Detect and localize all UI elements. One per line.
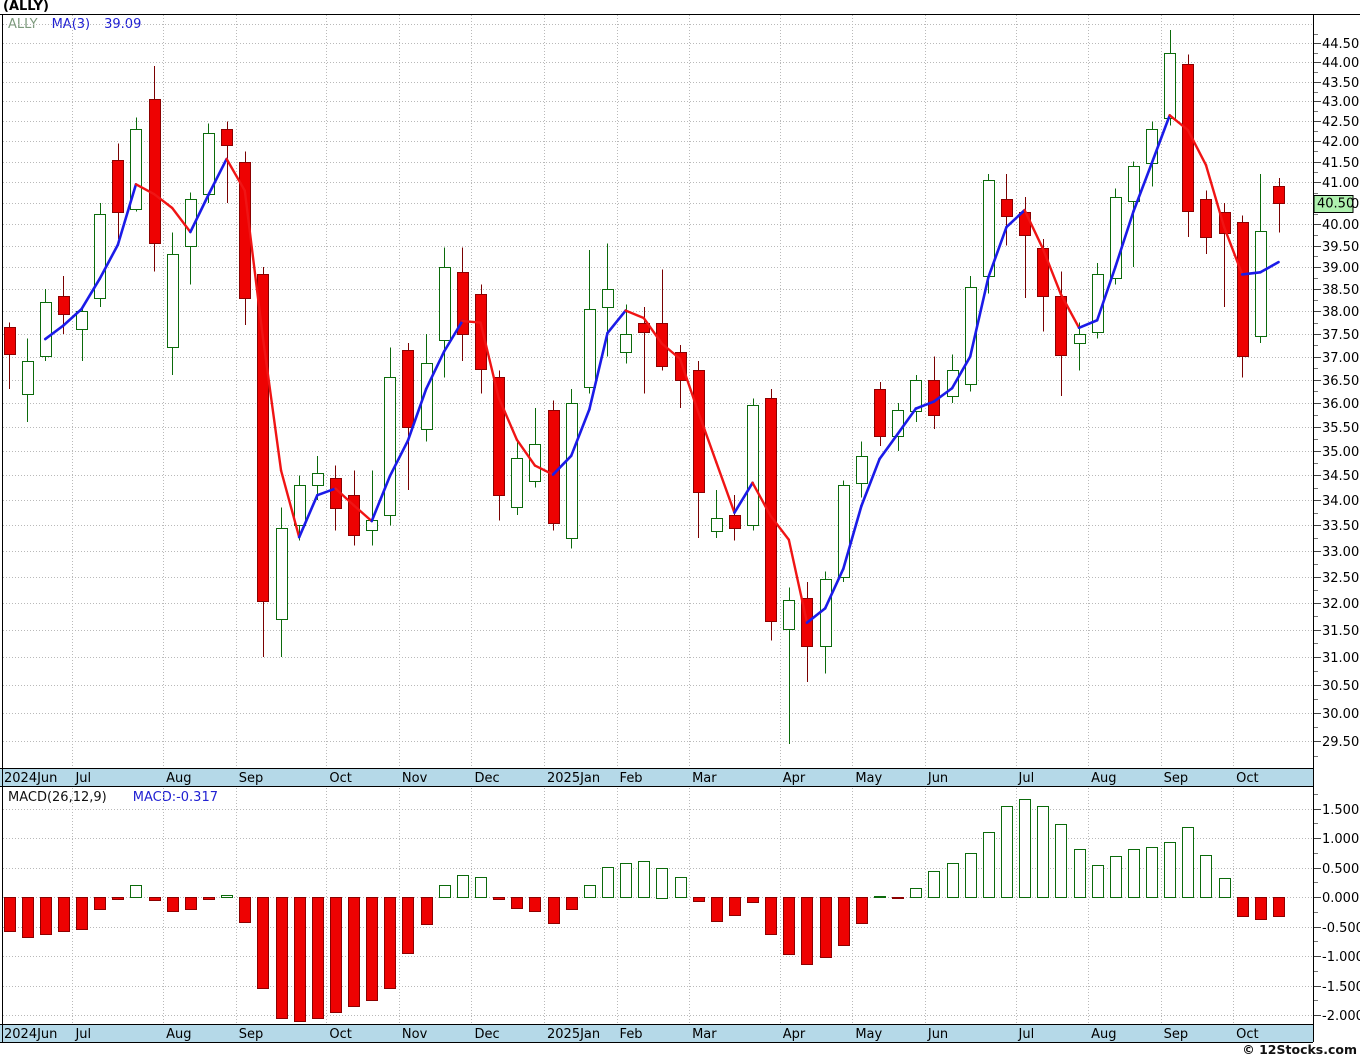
svg-text:30.00: 30.00 <box>1322 707 1359 722</box>
svg-text:Sep: Sep <box>239 771 264 786</box>
last-price-badge: 40.50 <box>1317 197 1354 212</box>
svg-text:Oct: Oct <box>1236 1027 1258 1042</box>
svg-text:31.50: 31.50 <box>1322 624 1359 639</box>
svg-text:33.50: 33.50 <box>1322 519 1359 534</box>
page-title: (ALLY) <box>3 0 49 14</box>
svg-text:38.00: 38.00 <box>1322 305 1359 320</box>
svg-text:37.00: 37.00 <box>1322 351 1359 366</box>
svg-text:Apr: Apr <box>783 771 806 786</box>
svg-text:Dec: Dec <box>474 1027 499 1042</box>
svg-text:Feb: Feb <box>620 1027 643 1042</box>
svg-text:31.00: 31.00 <box>1322 651 1359 666</box>
svg-text:Aug: Aug <box>1091 771 1116 786</box>
svg-text:2024Jun: 2024Jun <box>4 771 57 786</box>
svg-text:33.00: 33.00 <box>1322 545 1359 560</box>
svg-text:44.00: 44.00 <box>1322 56 1359 71</box>
svg-text:Mar: Mar <box>692 771 717 786</box>
svg-text:Jul: Jul <box>1018 771 1035 786</box>
svg-text:Oct: Oct <box>329 771 351 786</box>
svg-text:Aug: Aug <box>166 771 191 786</box>
svg-text:Sep: Sep <box>1164 771 1189 786</box>
svg-text:41.00: 41.00 <box>1322 176 1359 191</box>
svg-text:Oct: Oct <box>329 1027 351 1042</box>
svg-text:Jul: Jul <box>1018 1027 1035 1042</box>
legend-ma-label: MA(3) <box>51 17 91 32</box>
svg-text:1.500: 1.500 <box>1322 803 1359 818</box>
svg-text:Oct: Oct <box>1236 771 1258 786</box>
svg-text:32.50: 32.50 <box>1322 571 1359 586</box>
svg-text:42.50: 42.50 <box>1322 115 1359 130</box>
svg-text:2024Jun: 2024Jun <box>4 1027 57 1042</box>
svg-text:2025Jan: 2025Jan <box>547 771 600 786</box>
svg-text:2025Jan: 2025Jan <box>547 1027 600 1042</box>
svg-text:Feb: Feb <box>620 771 643 786</box>
svg-text:0.000: 0.000 <box>1322 891 1359 906</box>
svg-text:Jun: Jun <box>927 771 948 786</box>
svg-text:Sep: Sep <box>239 1027 264 1042</box>
svg-text:Jul: Jul <box>74 1027 91 1042</box>
svg-text:Aug: Aug <box>1091 1027 1116 1042</box>
svg-text:39.50: 39.50 <box>1322 240 1359 255</box>
svg-text:36.50: 36.50 <box>1322 374 1359 389</box>
svg-text:36.00: 36.00 <box>1322 397 1359 412</box>
svg-text:Apr: Apr <box>783 1027 806 1042</box>
svg-text:30.50: 30.50 <box>1322 679 1359 694</box>
svg-text:Dec: Dec <box>474 771 499 786</box>
svg-text:29.50: 29.50 <box>1322 735 1359 750</box>
svg-text:35.50: 35.50 <box>1322 421 1359 436</box>
svg-text:-2.000: -2.000 <box>1322 1009 1360 1024</box>
svg-text:43.00: 43.00 <box>1322 95 1359 110</box>
main-chart-legend: ALLY MA(3) 39.09 <box>8 17 141 32</box>
svg-text:42.00: 42.00 <box>1322 135 1359 150</box>
svg-text:35.00: 35.00 <box>1322 445 1359 460</box>
macd-params-label: MACD(26,12,9) <box>8 790 107 805</box>
svg-text:May: May <box>855 1027 882 1042</box>
svg-text:40.00: 40.00 <box>1322 218 1359 233</box>
legend-ma-value: 39.09 <box>104 17 142 32</box>
svg-text:Nov: Nov <box>402 771 428 786</box>
svg-text:41.50: 41.50 <box>1322 156 1359 171</box>
svg-text:34.00: 34.00 <box>1322 494 1359 509</box>
svg-text:0.500: 0.500 <box>1322 862 1359 877</box>
svg-text:May: May <box>855 771 882 786</box>
svg-text:44.50: 44.50 <box>1322 37 1359 52</box>
macd-value-label: MACD:-0.317 <box>132 790 218 805</box>
svg-text:Nov: Nov <box>402 1027 428 1042</box>
copyright-text: © 12Stocks.com <box>1242 1042 1357 1056</box>
svg-text:Jun: Jun <box>927 1027 948 1042</box>
svg-text:-0.500: -0.500 <box>1322 921 1360 936</box>
svg-text:Sep: Sep <box>1164 1027 1189 1042</box>
svg-text:37.50: 37.50 <box>1322 328 1359 343</box>
svg-text:Jul: Jul <box>74 771 91 786</box>
svg-text:Aug: Aug <box>166 1027 191 1042</box>
svg-text:38.50: 38.50 <box>1322 283 1359 298</box>
svg-text:39.00: 39.00 <box>1322 261 1359 276</box>
macd-legend: MACD(26,12,9) MACD:-0.317 <box>8 790 218 805</box>
svg-text:-1.000: -1.000 <box>1322 950 1360 965</box>
svg-text:34.50: 34.50 <box>1322 469 1359 484</box>
svg-text:1.000: 1.000 <box>1322 832 1359 847</box>
svg-text:-1.500: -1.500 <box>1322 980 1360 995</box>
legend-symbol: ALLY <box>8 17 38 32</box>
svg-text:43.50: 43.50 <box>1322 76 1359 91</box>
svg-text:32.00: 32.00 <box>1322 597 1359 612</box>
svg-text:Mar: Mar <box>692 1027 717 1042</box>
